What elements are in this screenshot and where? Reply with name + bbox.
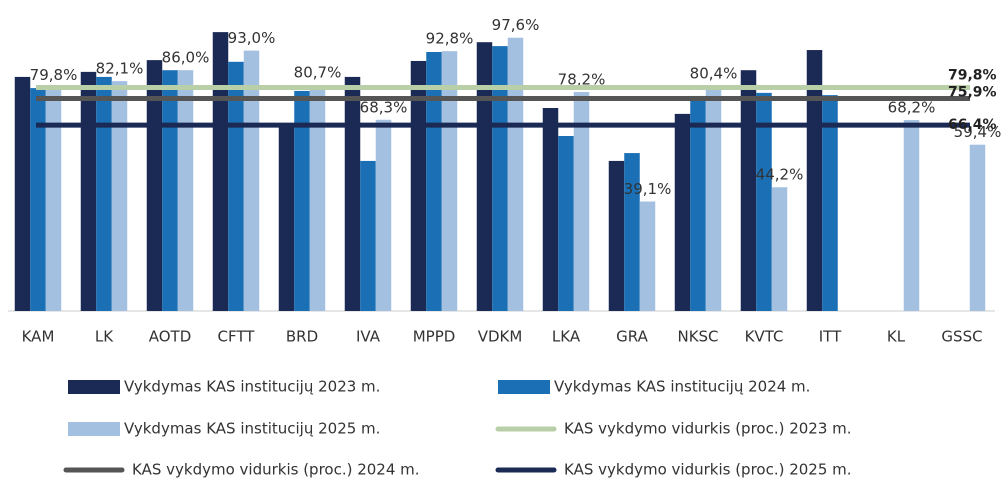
data-label: 92,8% — [426, 30, 474, 48]
x-tick-label: MPPD — [413, 328, 456, 346]
bar — [344, 76, 361, 311]
data-label: 93,0% — [228, 29, 276, 47]
data-label: 59,4% — [954, 123, 1002, 141]
bar — [740, 70, 757, 311]
bar — [45, 87, 62, 311]
bar — [162, 70, 178, 311]
bar — [639, 201, 656, 311]
data-label: 68,2% — [888, 99, 936, 117]
bar — [14, 76, 31, 311]
bar — [375, 119, 392, 311]
bar — [212, 32, 229, 312]
bar — [111, 81, 128, 312]
legend-label: KAS vykdymo vidurkis (proc.) 2025 m. — [564, 461, 852, 479]
average-label: 66,4% — [948, 117, 997, 133]
x-tick-label: IVA — [356, 328, 381, 346]
bar — [441, 51, 458, 311]
data-label: 97,6% — [492, 16, 540, 34]
x-tick-label: NKSC — [677, 328, 718, 346]
x-tick-label: KVTC — [745, 328, 784, 346]
bar — [756, 92, 772, 311]
bar — [309, 85, 326, 311]
legend-label: KAS vykdymo vidurkis (proc.) 2023 m. — [564, 420, 852, 438]
legend-label: Vykdymas KAS institucijų 2025 m. — [124, 420, 380, 438]
bar — [426, 52, 442, 311]
bar — [771, 187, 788, 311]
average-label: 75,9% — [948, 84, 997, 100]
x-tick-label: KAM — [22, 328, 55, 346]
x-tick-label: GRA — [616, 328, 648, 346]
legend-swatch — [68, 422, 120, 436]
x-tick-label: ITT — [819, 328, 842, 346]
bar — [624, 153, 640, 311]
x-tick-label: CFTT — [218, 328, 256, 346]
bar — [492, 46, 508, 312]
x-tick-label: LK — [95, 328, 114, 346]
x-tick-label: VDKM — [478, 328, 523, 346]
x-tick-label: GSSC — [941, 328, 982, 346]
bar — [674, 113, 691, 311]
data-label: 79,8% — [30, 66, 78, 84]
average-label: 79,8% — [948, 68, 997, 84]
bar — [177, 70, 194, 311]
legend-label: KAS vykdymo vidurkis (proc.) 2024 m. — [132, 461, 420, 479]
x-tick-label: AOTD — [149, 328, 192, 346]
bar — [96, 76, 112, 311]
data-label: 80,4% — [690, 64, 738, 82]
bar — [507, 37, 524, 311]
x-tick-label: BRD — [286, 328, 318, 346]
bar — [278, 126, 295, 311]
bar — [705, 85, 722, 311]
bar — [294, 90, 310, 311]
data-label: 78,2% — [558, 71, 606, 89]
bar — [476, 42, 493, 311]
data-label: 82,1% — [96, 60, 144, 78]
bar — [822, 95, 838, 312]
legend-swatch — [68, 380, 120, 394]
data-label: 86,0% — [162, 49, 210, 67]
bar — [243, 50, 260, 311]
bar — [969, 144, 986, 311]
bar — [80, 71, 97, 311]
x-tick-label: KL — [887, 328, 906, 346]
bar — [542, 108, 559, 311]
bar — [903, 120, 920, 311]
bar — [573, 92, 590, 311]
bar — [806, 50, 823, 311]
data-label: 39,1% — [624, 180, 672, 198]
bar — [558, 136, 574, 311]
data-label: 80,7% — [294, 64, 342, 82]
legend-label: Vykdymas KAS institucijų 2024 m. — [554, 378, 810, 396]
x-tick-label: LKA — [552, 328, 581, 346]
data-label: 44,2% — [756, 166, 804, 184]
bar — [608, 160, 625, 311]
legend-swatch — [498, 380, 550, 394]
bar — [360, 160, 376, 311]
bar — [30, 88, 46, 312]
data-label: 68,3% — [360, 98, 408, 116]
bar — [690, 95, 706, 312]
legend-label: Vykdymas KAS institucijų 2023 m. — [124, 378, 380, 396]
